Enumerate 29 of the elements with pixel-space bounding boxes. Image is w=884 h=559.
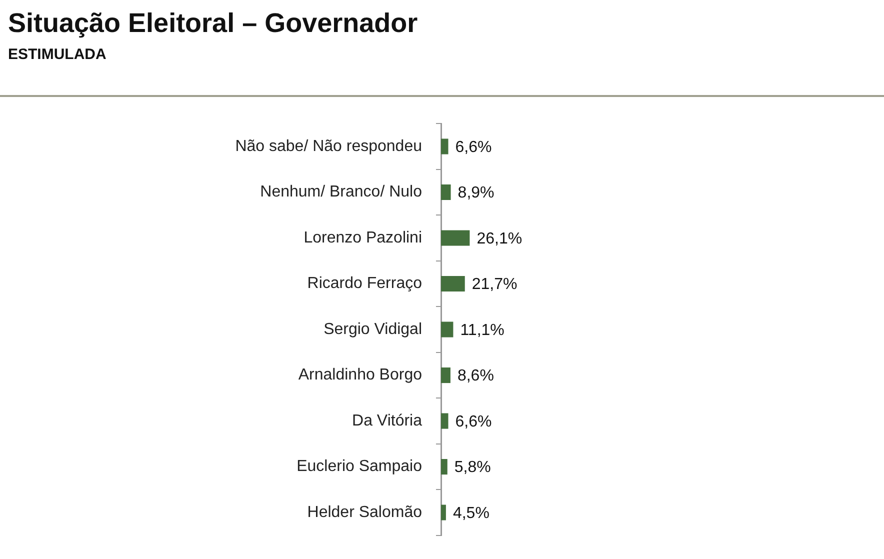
y-tick-label: Ricardo Ferraço	[307, 275, 422, 292]
data-label: 21,7%	[472, 276, 518, 294]
data-label: 8,6%	[457, 368, 494, 385]
y-tick-label: Não sabe/ Não respondeu	[235, 138, 422, 155]
bar	[441, 504, 446, 520]
y-tick-label: Helder Salomão	[307, 504, 422, 521]
data-label: 26,1%	[476, 230, 522, 248]
bar	[441, 458, 448, 475]
y-tick-label: Sergio Vidigal	[324, 320, 422, 338]
y-tick-label: Da Vitória	[352, 412, 422, 430]
data-label: 6,6%	[455, 138, 492, 156]
data-label: 4,5%	[452, 504, 490, 522]
y-tick-label: Lorenzo Pazolini	[304, 229, 422, 246]
bar	[441, 138, 448, 154]
bar	[441, 322, 454, 338]
data-label: 8,9%	[458, 184, 494, 202]
y-tick-label: Euclerio Sampaio	[296, 458, 422, 476]
bar	[441, 184, 451, 200]
bar	[441, 230, 470, 246]
data-label: 6,6%	[455, 413, 492, 430]
y-tick-label: Nenhum/ Branco/ Nulo	[260, 184, 422, 201]
bar	[441, 367, 450, 384]
y-tick-label: Arnaldinho Borgo	[298, 366, 422, 384]
text: ESTIMULADA	[8, 46, 106, 63]
data-label: 11,1%	[460, 322, 504, 339]
data-label: 5,8%	[454, 459, 491, 476]
text: Situação Eleitoral – Governador	[8, 8, 418, 39]
bar	[441, 413, 448, 429]
bar	[441, 276, 465, 292]
